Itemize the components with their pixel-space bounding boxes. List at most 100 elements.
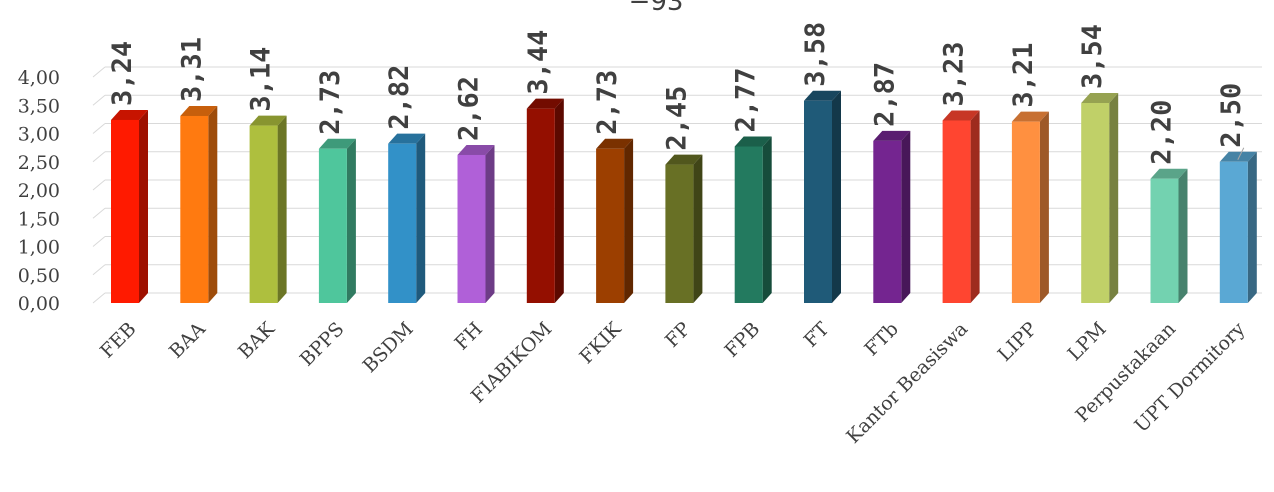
y-tick-label: 0,50: [18, 265, 60, 287]
bar-front: [180, 115, 209, 303]
gridline-join: [92, 123, 106, 134]
bar: [457, 144, 495, 303]
bar-top: [249, 115, 287, 126]
bar-side: [832, 90, 841, 303]
data-label: 3,24: [107, 41, 138, 106]
category-label: FTb: [860, 318, 902, 360]
bar: [734, 136, 772, 303]
category-label: FT: [800, 318, 834, 352]
bar-top: [318, 138, 356, 149]
bar-side: [1247, 151, 1257, 303]
bar-top: [873, 130, 911, 141]
bar: [180, 105, 218, 303]
bar-top: [734, 136, 772, 147]
bar-top: [111, 109, 148, 120]
bar-front: [318, 148, 347, 303]
bar-top: [1081, 92, 1119, 103]
bar: [665, 154, 703, 303]
data-label: 2,62: [454, 76, 485, 141]
y-axis: 0,00 0,50 1,00 1,50 2,00 2,50 3,00 3,50 4,00: [18, 67, 60, 315]
bar-side: [901, 130, 911, 303]
data-label: 2,87: [869, 62, 900, 127]
data-label: 3,21: [1008, 43, 1039, 108]
bar: [111, 109, 148, 303]
gridline-join: [92, 66, 106, 78]
bar-side: [416, 133, 426, 303]
bar-front: [873, 140, 902, 303]
bar-front: [1011, 121, 1040, 303]
bar-top: [1150, 168, 1188, 179]
bar-side: [970, 110, 980, 303]
gridline-join: [92, 236, 106, 247]
bar-top: [596, 138, 634, 149]
bar-top: [457, 144, 495, 155]
bar-front: [249, 125, 278, 303]
data-label: 3,23: [939, 41, 970, 106]
bar: [249, 115, 287, 303]
bar-side: [346, 138, 356, 303]
bar: [388, 133, 426, 303]
data-label: 3,44: [523, 30, 554, 95]
category-label: LPM: [1063, 318, 1110, 365]
category-label: FKIK: [575, 317, 626, 368]
bar-front: [1150, 178, 1179, 303]
bar-top: [526, 98, 564, 109]
category-label: FP: [661, 318, 695, 352]
category-label: BPPS: [296, 318, 349, 371]
category-label: FPB: [720, 318, 764, 362]
y-tick-label: 3,00: [18, 124, 60, 146]
y-tick-label: 0,00: [18, 293, 60, 315]
bar-side: [554, 98, 564, 303]
category-label: Kantor Beasiswa: [842, 318, 972, 448]
category-label: FEB: [96, 318, 141, 363]
bar-front: [457, 154, 486, 303]
bar: [1219, 151, 1257, 303]
gridline-join: [92, 292, 106, 304]
chart-title: −93: [629, 0, 684, 17]
bar-side: [485, 144, 495, 303]
bar-side: [1109, 92, 1119, 304]
category-label: BAA: [165, 318, 210, 363]
bar-side: [139, 109, 148, 303]
bar: [526, 98, 564, 303]
data-label: 2,50: [1216, 83, 1247, 148]
leader-line: [1237, 147, 1245, 160]
y-tick-label: 1,50: [18, 208, 60, 230]
y-tick-label: 4,00: [18, 67, 60, 89]
bar-side: [277, 115, 287, 303]
bar: [873, 130, 911, 303]
bar-front: [596, 148, 625, 303]
data-label: 2,73: [315, 70, 346, 135]
bar-side: [1039, 111, 1049, 303]
gridline-join: [92, 264, 106, 276]
bar: [942, 110, 980, 303]
bar-side: [1178, 168, 1188, 303]
bar-top: [388, 133, 426, 144]
data-label: 2,20: [1147, 100, 1178, 165]
bar-front: [1081, 102, 1110, 304]
category-label: LIPP: [994, 318, 1042, 366]
data-label: 3,54: [1077, 24, 1108, 89]
data-label: 2,45: [661, 86, 692, 151]
bar-side: [693, 154, 703, 303]
y-tick-label: 1,00: [18, 237, 60, 259]
bar: [596, 138, 634, 303]
bar: [318, 138, 356, 303]
gridline-join: [92, 179, 106, 191]
bar-top: [1011, 111, 1049, 122]
bar-front: [1219, 161, 1248, 303]
bars: [111, 90, 1257, 304]
bar-top: [804, 90, 841, 101]
bar-top: [180, 105, 218, 116]
bar: [1081, 92, 1119, 304]
bar-front: [388, 143, 417, 303]
bar-side: [624, 138, 634, 303]
bar-top: [665, 154, 703, 165]
bar-side: [762, 136, 772, 303]
bar-side: [208, 105, 218, 303]
bar-front: [942, 120, 971, 303]
data-label: 2,77: [731, 67, 762, 132]
data-label: 2,73: [592, 70, 623, 135]
